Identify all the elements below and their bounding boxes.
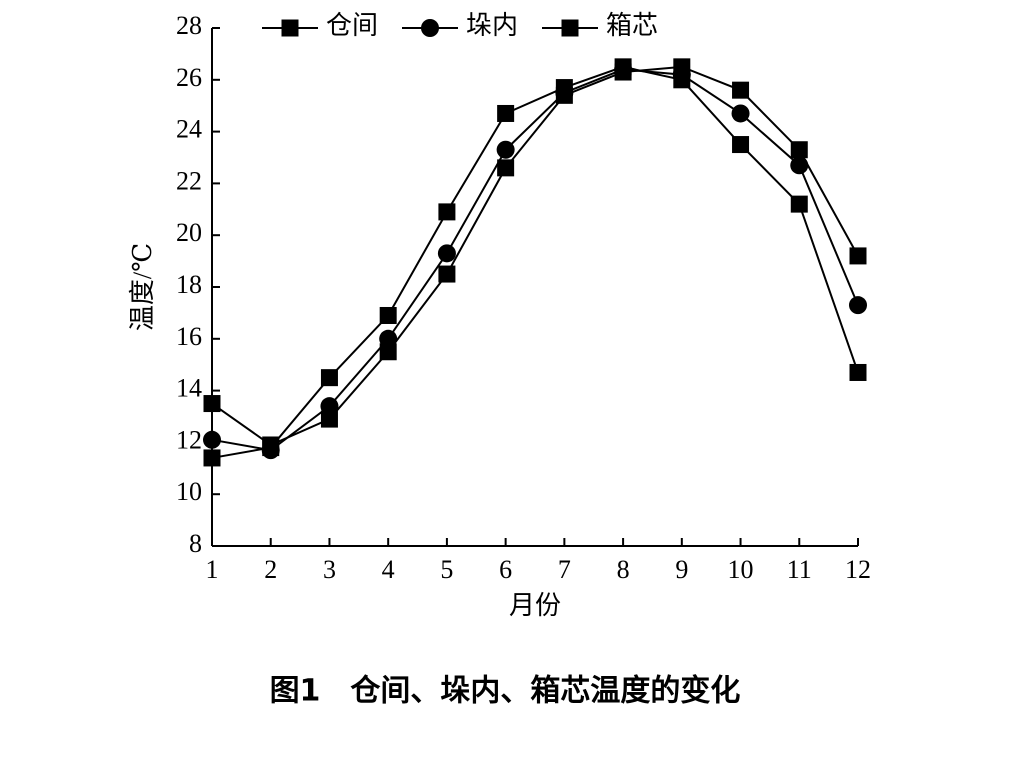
data-point: [320, 369, 338, 387]
data-point: [790, 141, 808, 159]
series-line: [211, 68, 859, 452]
data-point: [379, 343, 397, 361]
x-tick-label: 1: [206, 555, 219, 584]
data-point: [790, 195, 808, 213]
legend-marker: [421, 19, 439, 37]
x-axis-title: 月份: [509, 591, 561, 620]
x-tick-label: 11: [787, 555, 812, 584]
data-point: [555, 86, 573, 104]
y-tick-label: 24: [176, 115, 202, 144]
x-tick-label: 9: [675, 555, 688, 584]
data-point: [320, 410, 338, 428]
data-point: [849, 296, 867, 315]
data-point: [790, 156, 809, 175]
y-tick-label: 14: [176, 374, 202, 403]
data-point: [203, 430, 221, 449]
series-line: [211, 65, 859, 459]
y-tick-label: 16: [176, 322, 202, 351]
series-line: [211, 65, 859, 447]
x-tick-label: 8: [617, 555, 630, 584]
y-tick-label: 10: [176, 477, 202, 506]
legend-label: 垛内: [466, 11, 518, 40]
y-tick-label: 18: [176, 270, 202, 299]
y-tick-label: 28: [176, 11, 202, 40]
x-tick-label: 7: [558, 555, 571, 584]
x-tick-label: 3: [323, 555, 336, 584]
x-tick-label: 6: [499, 555, 512, 584]
x-tick-label: 10: [728, 555, 754, 584]
y-tick-label: 20: [176, 218, 202, 247]
data-point: [262, 436, 280, 454]
y-tick-label: 12: [176, 425, 202, 454]
data-point: [732, 81, 750, 99]
data-point: [203, 395, 221, 413]
data-point: [731, 104, 750, 123]
x-tick-label: 5: [440, 555, 453, 584]
legend-marker: [561, 19, 579, 37]
data-point: [673, 58, 691, 76]
y-tick-label: 22: [176, 166, 202, 195]
y-tick-label: 26: [176, 63, 202, 92]
y-tick-label: 8: [189, 529, 202, 558]
legend-label: 仓间: [326, 11, 378, 40]
data-point: [379, 306, 397, 324]
data-point: [614, 63, 632, 81]
data-point: [849, 247, 867, 265]
caption: 图1 仓间、垛内、箱芯温度的变化: [270, 674, 741, 709]
legend-marker: [281, 19, 299, 37]
data-point: [497, 159, 515, 177]
data-point: [732, 136, 750, 154]
data-point: [438, 265, 456, 283]
x-tick-label: 4: [382, 555, 395, 584]
data-point: [438, 203, 456, 221]
data-point: [437, 244, 456, 263]
legend-label: 箱芯: [606, 11, 658, 40]
y-axis-title: 温度/℃: [128, 243, 157, 331]
data-point: [497, 104, 515, 122]
data-point: [203, 449, 221, 467]
x-tick-label: 2: [264, 555, 277, 584]
x-tick-label: 12: [845, 555, 871, 584]
data-point: [496, 140, 515, 159]
data-point: [849, 363, 867, 381]
